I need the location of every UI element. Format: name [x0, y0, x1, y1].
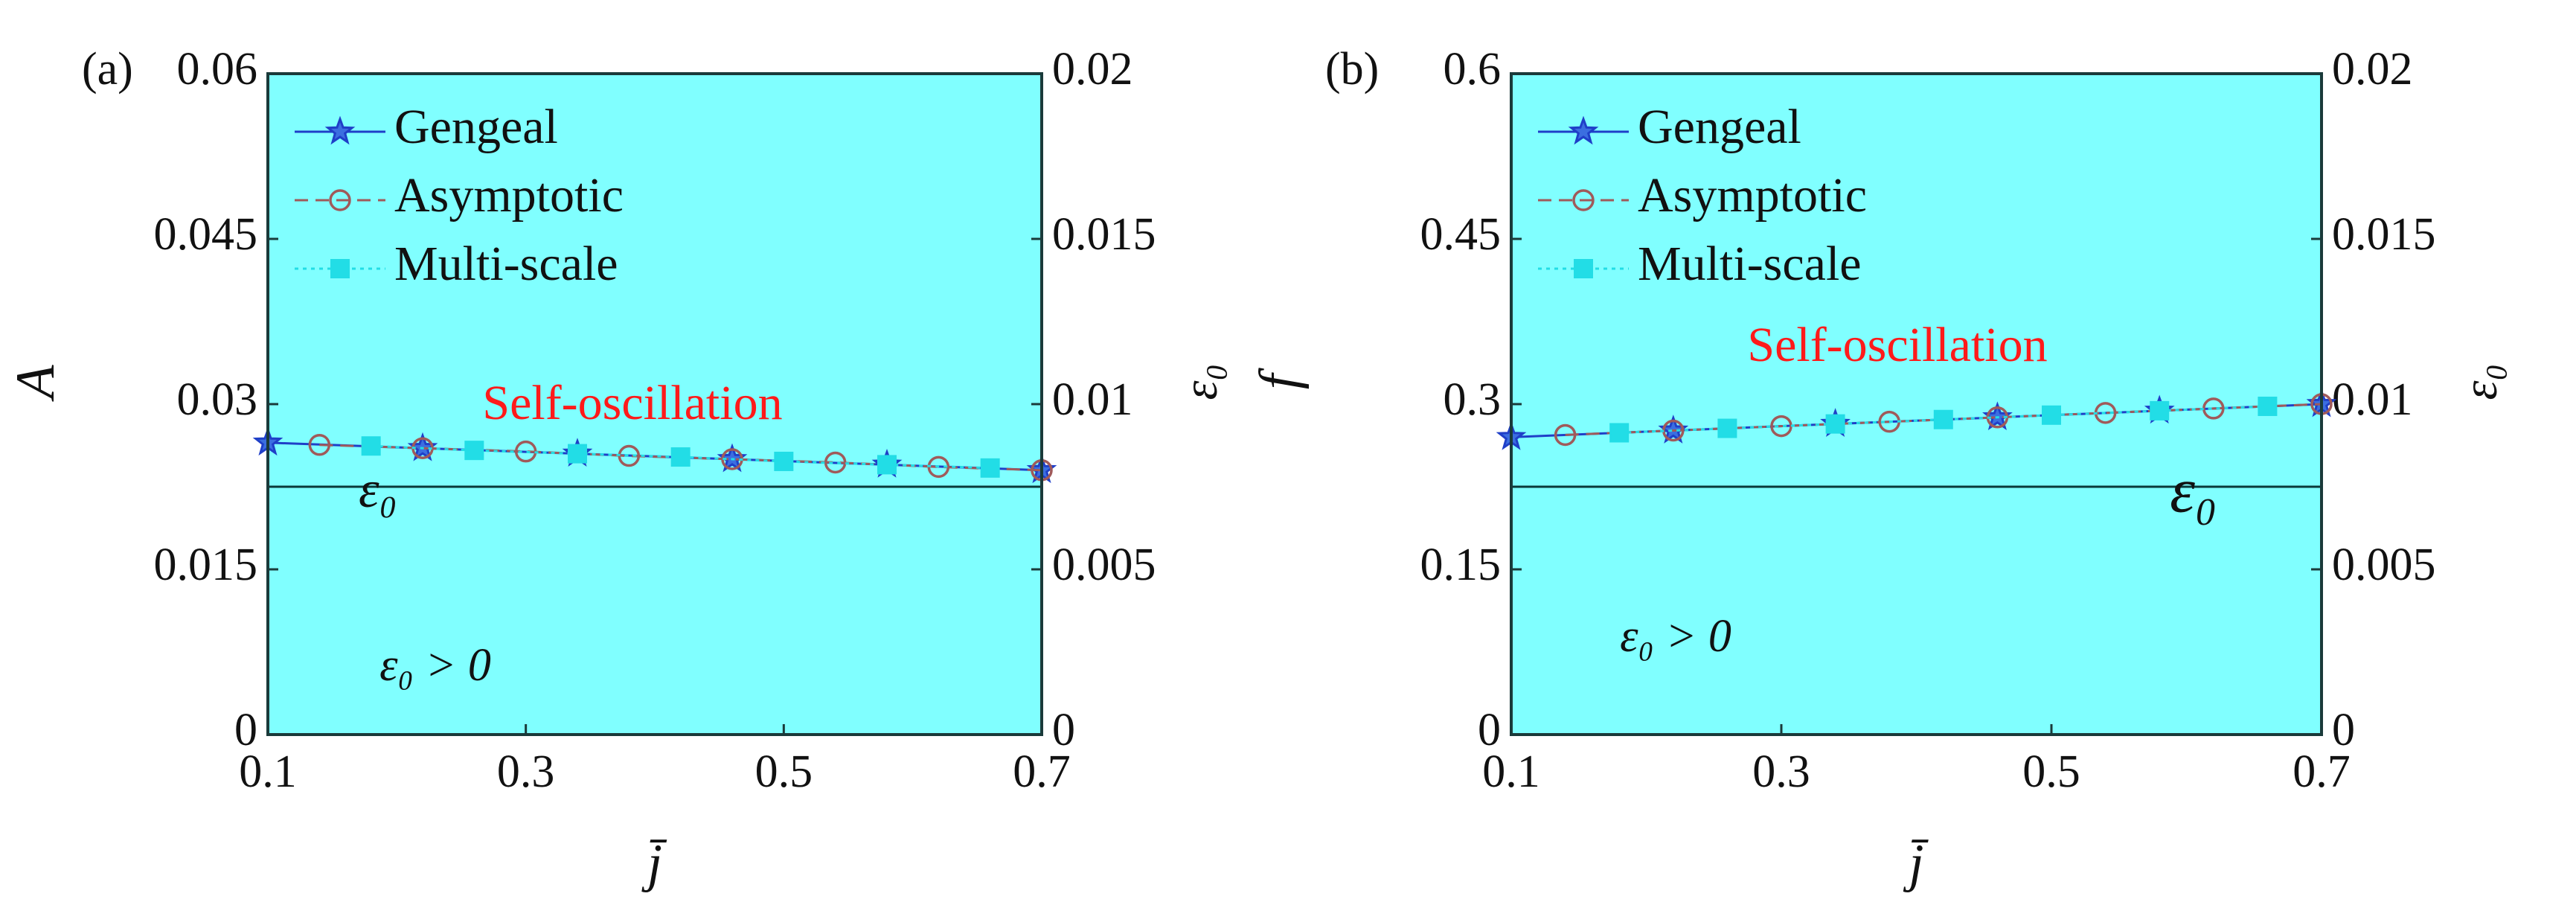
y-tick-label: 0.45 — [1420, 209, 1502, 260]
marker-circle — [2202, 397, 2225, 420]
x-tick-label: 0.1 — [1482, 746, 1540, 797]
y2-tick-label: 0 — [1052, 705, 1075, 755]
marker-circle — [1770, 415, 1792, 438]
marker-square — [2150, 400, 2170, 420]
plot-frame — [266, 72, 1043, 736]
y-tick-label: 0.3 — [1444, 374, 1502, 425]
marker-square — [980, 458, 1000, 478]
legend-marker — [1574, 259, 1593, 278]
plot-frame — [1510, 72, 2323, 736]
y-tick-label: 0.15 — [1420, 540, 1502, 590]
y-tick-label: 0 — [1478, 705, 1501, 755]
annotation: ε₀ > 0 — [379, 640, 491, 691]
legend-label: Asymptotic — [1638, 168, 1867, 223]
marker-square — [774, 451, 794, 471]
panel: 0 0.15 0.3 0.45 0.6 0 0.005 0.01 0.015 0.02 0.1 0.3… — [1249, 44, 2508, 892]
legend-label: Gengeal — [394, 100, 558, 154]
y2-axis-label: ε₀ — [1173, 364, 1228, 400]
legend-marker — [1568, 115, 1599, 145]
marker-square — [2042, 405, 2061, 425]
y2-tick-label: 0 — [2332, 705, 2355, 755]
marker-circle — [1554, 423, 1577, 447]
y2-tick-label: 0.01 — [1052, 374, 1133, 425]
y2-tick-label: 0.005 — [2332, 540, 2436, 590]
marker-square — [877, 455, 897, 475]
y2-tick-label: 0.015 — [1052, 209, 1156, 260]
x-tick-label: 0.7 — [2293, 746, 2351, 797]
legend-marker — [324, 115, 356, 145]
panel-label: (a) — [82, 44, 133, 95]
y2-tick-label: 0.015 — [2332, 209, 2436, 260]
y2-tick-label: 0.005 — [1052, 540, 1156, 590]
marker-square — [464, 441, 484, 461]
plot-area — [268, 74, 1042, 735]
legend-label: Gengeal — [1638, 100, 1801, 154]
y-tick-label: 0.06 — [177, 44, 258, 95]
y2-tick-label: 0.01 — [2332, 374, 2413, 425]
marker-square — [1825, 414, 1845, 434]
y2-tick-label: 0.02 — [1052, 44, 1133, 95]
x-tick-label: 0.3 — [497, 746, 555, 797]
y-tick-label: 0.03 — [177, 374, 258, 425]
y-tick-label: 0.015 — [154, 540, 258, 590]
annotation: ε₀ > 0 — [1620, 611, 1731, 662]
legend-label: Multi-scale — [1638, 237, 1862, 291]
legend-label: Asymptotic — [394, 168, 624, 223]
legend-marker — [330, 259, 350, 278]
annotation: Self-oscillation — [482, 376, 782, 430]
legend-label: Multi-scale — [394, 237, 618, 291]
marker-square — [670, 447, 691, 467]
marker-square — [1933, 409, 1953, 429]
y-axis-label: A — [5, 365, 66, 403]
annotation: Self-oscillation — [1747, 318, 2047, 372]
x-axis-label: j̄ — [641, 834, 667, 893]
x-tick-label: 0.7 — [1013, 746, 1071, 797]
marker-circle — [824, 451, 847, 474]
x-tick-label: 0.3 — [1752, 746, 1810, 797]
marker-square — [1717, 418, 1737, 438]
legend-marker — [329, 189, 351, 211]
x-tick-label: 0.5 — [755, 746, 813, 797]
plot-area — [1511, 74, 2322, 735]
y-axis-label: f — [1249, 367, 1310, 389]
marker-square — [1609, 423, 1630, 443]
marker-circle — [308, 434, 331, 456]
y-tick-label: 0.045 — [154, 209, 258, 260]
x-tick-label: 0.1 — [239, 746, 297, 797]
y-tick-label: 0 — [234, 705, 257, 755]
panel: 0 0.015 0.03 0.045 0.06 0 0.005 0.01 0.015 0.02 0.… — [5, 44, 1228, 892]
y2-tick-label: 0.02 — [2332, 44, 2413, 95]
panel-label: (b) — [1325, 44, 1379, 95]
reference-label: ε₀ — [359, 461, 397, 519]
legend-marker — [1572, 189, 1595, 211]
y2-axis-label: ε₀ — [2453, 364, 2508, 400]
y-tick-label: 0.6 — [1444, 44, 1502, 95]
marker-square — [361, 436, 381, 456]
x-tick-label: 0.5 — [2022, 746, 2080, 797]
marker-square — [568, 444, 587, 464]
x-axis-label: j̄ — [1903, 834, 1929, 893]
marker-square — [2258, 396, 2278, 416]
reference-label: ε₀ — [2170, 455, 2217, 526]
